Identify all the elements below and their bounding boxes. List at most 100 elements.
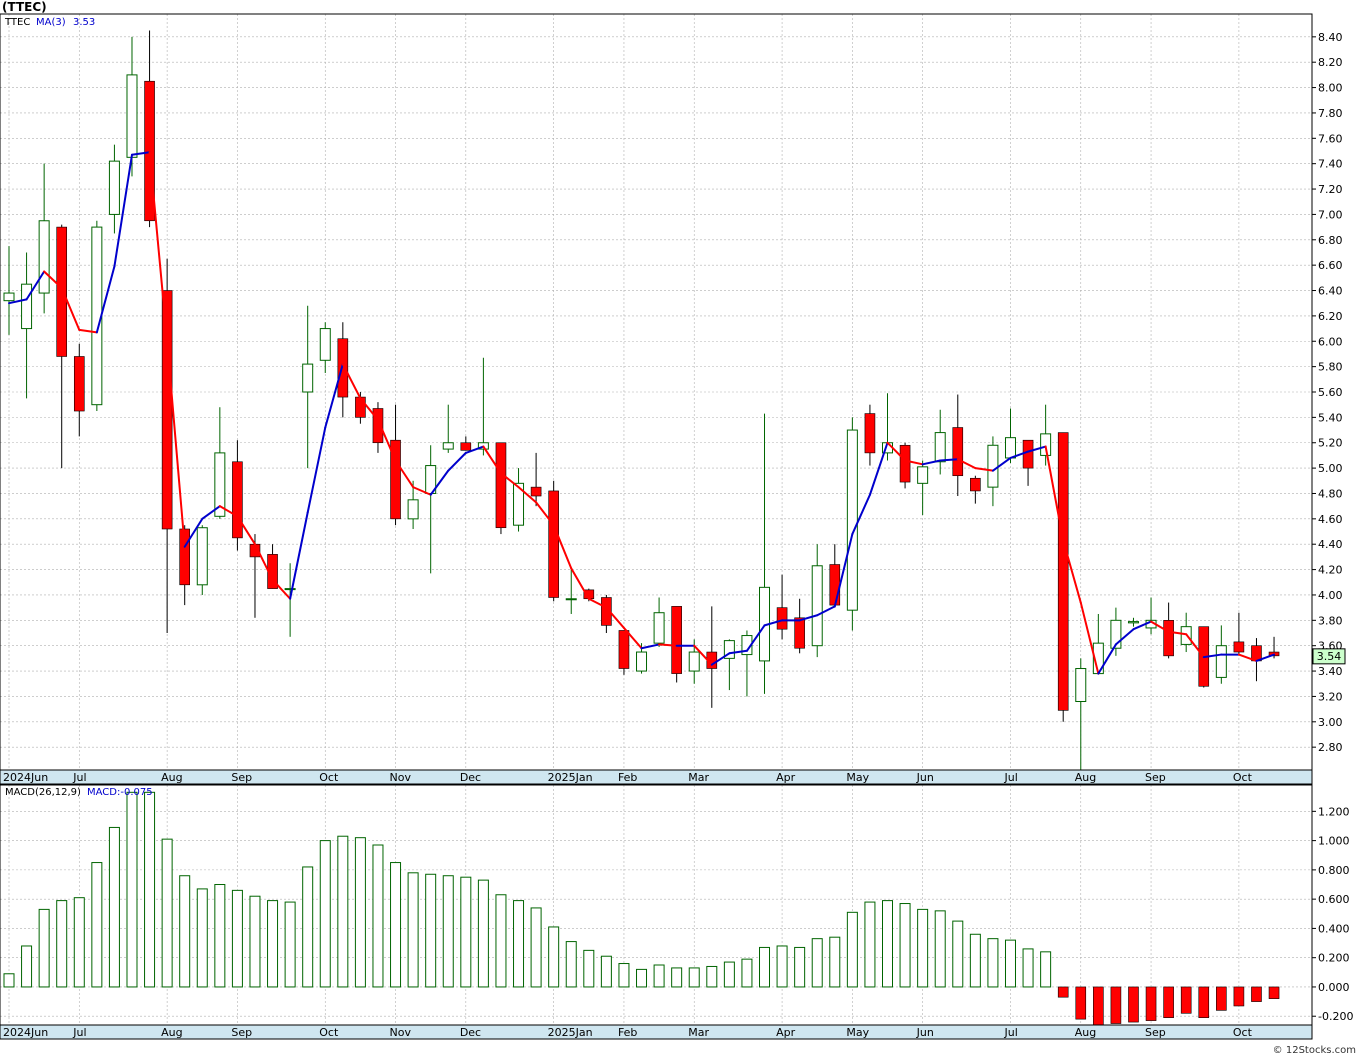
macd-bar-positive <box>372 844 384 988</box>
candle-body-down <box>73 356 85 412</box>
ma-segment <box>464 445 485 454</box>
macd-y-tick-label: 1.000 <box>1318 835 1350 848</box>
candle-body-down <box>1057 432 1069 711</box>
ma-segment <box>798 614 819 622</box>
macd-bar-negative <box>1198 986 1210 1018</box>
price-y-tick-label: 8.00 <box>1318 82 1343 95</box>
candle-body-up <box>513 482 525 526</box>
ma-segment <box>236 515 256 546</box>
macd-bar-positive <box>706 965 718 988</box>
candle-body-up <box>846 429 858 611</box>
macd-bar-negative <box>1057 986 1069 998</box>
macd-bar-positive <box>653 964 665 988</box>
candle-body-down <box>495 442 507 529</box>
macd-bar-positive <box>600 955 612 988</box>
ma-segment <box>763 619 784 627</box>
candle-body-down <box>232 461 243 539</box>
candle-body-down <box>618 630 630 669</box>
price-x-tick-label: Jun <box>916 771 934 784</box>
macd-bar-positive <box>794 946 806 988</box>
macd-y-tick-label: 0.200 <box>1318 952 1350 965</box>
price-y-tick-label: 5.60 <box>1318 386 1343 399</box>
candle-body-up <box>987 444 999 488</box>
price-x-axis: 2024Jun Jul Aug Sep Oct Nov Dec 2025Jan Feb Mar Ap… <box>3 771 1253 784</box>
price-grid <box>0 14 1312 770</box>
ma-segment <box>499 472 520 489</box>
macd-bar-positive <box>618 963 630 988</box>
ma-segment <box>1079 601 1100 675</box>
ma-segment <box>1255 653 1276 662</box>
candle-body-up <box>108 160 120 215</box>
price-y-tick-label: 8.40 <box>1318 31 1343 44</box>
price-x-axis-band <box>0 769 1313 785</box>
macd-label: MACD(26,12,9) <box>5 787 81 798</box>
ma-segment <box>394 459 415 489</box>
macd-bar-positive <box>1022 948 1034 988</box>
candle-body-down <box>601 597 612 626</box>
macd-bar-positive <box>249 895 261 988</box>
ma-segment <box>218 505 239 518</box>
ma-segment <box>622 626 643 650</box>
macd-bar-positive <box>952 920 964 988</box>
price-y-tick-label: 4.60 <box>1318 513 1343 526</box>
candle-body-up <box>565 598 577 601</box>
macd-bar-positive <box>987 938 999 988</box>
ma-segment <box>183 517 204 548</box>
macd-bar-positive <box>811 938 823 988</box>
ma-segment <box>570 567 590 600</box>
ma-segment <box>1167 630 1188 636</box>
macd-bar-positive <box>267 900 279 988</box>
ma-segment <box>95 265 116 334</box>
macd-bar-positive <box>21 945 33 988</box>
macd-bar-positive <box>108 826 120 988</box>
ma-segment <box>693 644 713 666</box>
price-y-tick-label: 7.60 <box>1318 132 1343 145</box>
price-x-tick-label: 2024Jun <box>3 771 48 784</box>
ma-segment <box>341 363 362 400</box>
legend-ma-label: MA(3) <box>36 17 66 28</box>
candle-body-down <box>671 606 682 674</box>
macd-bar-positive <box>759 946 771 988</box>
candle-body-down <box>548 490 559 598</box>
macd-bar-positive <box>214 884 226 988</box>
candle-body-up <box>1040 433 1052 456</box>
candle-body-up <box>723 640 735 659</box>
candle-body-down <box>337 338 349 398</box>
ma-segment <box>1044 445 1065 542</box>
macd-bar-positive <box>583 949 595 988</box>
ma-segment <box>60 286 81 331</box>
macd-bar-positive <box>741 958 753 988</box>
ma-segment <box>412 486 432 496</box>
macd-y-tick-label: 0.000 <box>1318 981 1350 994</box>
macd-x-tick-label: Jul <box>72 1026 86 1039</box>
macd-value-label: MACD:-0.075 <box>87 787 153 798</box>
price-y-tick-label: 7.80 <box>1318 107 1343 120</box>
macd-bar-negative <box>1216 986 1227 1011</box>
last-price-badge-text: 3.54 <box>1317 650 1342 663</box>
candle-body-down <box>776 607 788 630</box>
macd-bar-positive <box>899 903 911 988</box>
macd-x-tick-label: Sep <box>231 1026 252 1039</box>
macd-bar-negative <box>1251 986 1262 1002</box>
macd-bar-positive <box>917 908 929 988</box>
candle-body-up <box>653 612 665 644</box>
price-x-tick-label: May <box>846 771 869 784</box>
candle-body-up <box>688 651 700 672</box>
macd-x-tick-label: Oct <box>1233 1026 1253 1039</box>
ma-segment <box>552 524 573 570</box>
macd-bar-positive <box>302 866 314 988</box>
ma-segment <box>640 643 661 650</box>
ma-segment <box>130 151 151 156</box>
macd-x-tick-label: Feb <box>618 1026 637 1039</box>
candle-body-up <box>284 588 296 591</box>
macd-bars <box>3 791 1280 1026</box>
ma-segment <box>1150 620 1170 633</box>
macd-y-tick-label: -0.200 <box>1318 1010 1353 1023</box>
candle-body-down <box>530 486 542 497</box>
price-x-tick-label: Sep <box>231 771 252 784</box>
macd-bar-positive <box>196 888 208 988</box>
macd-bar-positive <box>126 791 138 988</box>
macd-bar-negative <box>1268 986 1280 999</box>
macd-bar-positive <box>179 875 191 988</box>
macd-bar-negative <box>1180 986 1192 1014</box>
